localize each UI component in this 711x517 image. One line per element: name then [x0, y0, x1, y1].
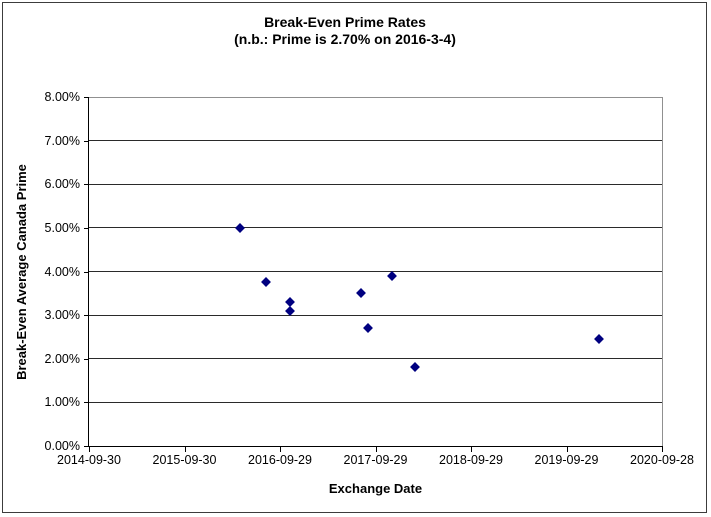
x-axis-tick-label: 2020-09-28: [630, 453, 694, 467]
x-axis-tickmark: [566, 447, 568, 452]
x-axis-tickmark: [184, 447, 186, 452]
x-axis-tick-label: 2017-09-29: [343, 453, 408, 467]
x-axis-tick-label: 2019-09-29: [534, 453, 599, 467]
x-axis-tickmark: [89, 447, 90, 452]
y-axis-tickmark: [84, 184, 89, 186]
horizontal-gridline: [89, 271, 662, 272]
y-axis-tick-label: 1.00%: [44, 395, 80, 410]
horizontal-gridline: [89, 401, 662, 403]
horizontal-gridline: [89, 358, 662, 360]
horizontal-gridline: [89, 314, 662, 316]
horizontal-gridline: [89, 183, 662, 185]
y-axis-tick-label: 5.00%: [44, 220, 80, 235]
x-axis-tick-label: 2018-09-29: [439, 453, 503, 467]
x-axis-tick-label: 2016-09-29: [248, 453, 312, 467]
y-axis-tickmark: [84, 140, 89, 142]
y-axis-tickmark: [84, 227, 89, 229]
x-axis-tick-label: 2014-09-30: [57, 453, 121, 467]
horizontal-gridline: [89, 140, 662, 142]
y-axis-tickmark: [84, 358, 89, 360]
x-axis-tick-label: 2015-09-30: [152, 453, 217, 467]
horizontal-gridline: [89, 227, 662, 229]
y-axis-tickmark: [84, 315, 89, 317]
y-axis-tick-label: 2.00%: [44, 351, 80, 366]
x-axis-tickmark: [471, 447, 472, 452]
chart-title-block: Break-Even Prime Rates (n.b.: Prime is 2…: [0, 14, 690, 48]
plot-area: [89, 97, 663, 447]
x-axis-line: [89, 446, 663, 447]
y-axis-tickmark: [84, 97, 89, 98]
y-axis-tick-label: 4.00%: [44, 264, 80, 279]
x-axis-tickmark: [375, 447, 377, 452]
x-axis-tickmark: [280, 447, 281, 452]
y-axis-tickmark: [84, 271, 89, 273]
y-axis-tick-label: 7.00%: [44, 133, 80, 148]
x-axis-tickmark: [662, 447, 663, 452]
y-axis-tick-label: 6.00%: [44, 177, 80, 192]
chart-subtitle: (n.b.: Prime is 2.70% on 2016-3-4): [234, 31, 456, 47]
y-axis-tick-label: 3.00%: [44, 308, 80, 323]
x-axis-title: Exchange Date: [328, 481, 423, 496]
chart-title: Break-Even Prime Rates: [264, 14, 426, 30]
y-axis-tick-label: 0.00%: [44, 439, 80, 453]
y-axis-tick-label: 8.00%: [44, 90, 80, 104]
y-axis-tickmark: [84, 402, 89, 404]
y-axis-tickmark: [84, 446, 89, 447]
